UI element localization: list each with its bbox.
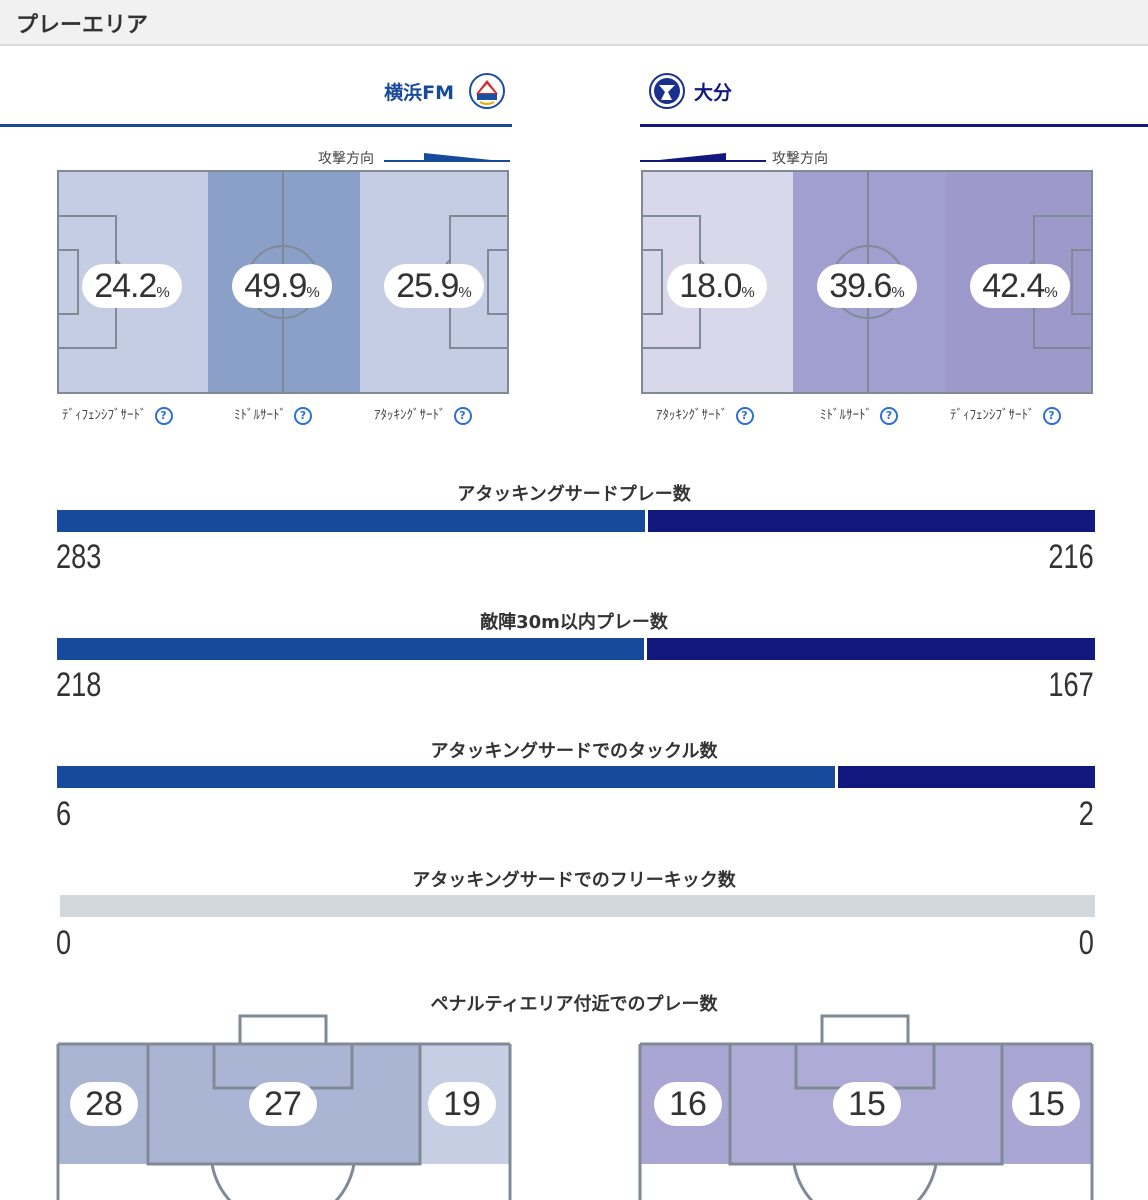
stat-home-bar: [60, 895, 1095, 917]
stat-title: アタッキングサードプレー数: [457, 484, 691, 505]
away-pitch: 18.0% 39.6% 42.4%: [641, 170, 1093, 394]
stat-away-value: 167: [1048, 666, 1094, 704]
away-zone-label-defensive[interactable]: ﾃﾞｨﾌｪﾝｼﾌﾞｻｰﾄﾞ?: [950, 404, 1061, 425]
stat-home-bar: [57, 510, 645, 532]
home-team-header: 横浜FM: [0, 68, 512, 127]
away-pa-right-count: 15: [1012, 1082, 1080, 1126]
away-team-header: 大分: [640, 68, 1148, 127]
away-zone-label-middle[interactable]: ﾐﾄﾞﾙｻｰﾄﾞ?: [820, 404, 898, 425]
question-circle-icon[interactable]: ?: [880, 406, 898, 425]
away-zone-label-attacking[interactable]: ｱﾀｯｷﾝｸﾞｻｰﾄﾞ?: [656, 404, 754, 425]
stat-title: アタッキングサードでのタックル数: [430, 741, 718, 762]
away-attacking-percentage: 18.0%: [667, 264, 767, 308]
question-circle-icon[interactable]: ?: [294, 406, 312, 425]
home-pa-left-count: 28: [70, 1082, 138, 1126]
page-header: プレーエリア: [0, 0, 1148, 46]
home-pitch: 24.2% 49.9% 25.9%: [57, 170, 509, 394]
home-team-name: 横浜FM: [384, 82, 454, 104]
question-circle-icon[interactable]: ?: [453, 406, 472, 425]
stat-home-bar: [57, 766, 835, 788]
penalty-area-title: ペナルティエリア付近でのプレー数: [430, 994, 718, 1015]
away-pa-center-count: 15: [833, 1082, 901, 1126]
page-title: プレーエリア: [16, 13, 149, 38]
away-attack-direction-label: 攻撃方向: [772, 151, 828, 167]
away-pa-left-count: 16: [654, 1082, 722, 1126]
home-middle-percentage: 49.9%: [232, 264, 332, 308]
stat-away-bar: [837, 766, 1095, 788]
yokohama-fm-emblem-icon: [469, 73, 505, 109]
home-zone-label-defensive[interactable]: ﾃﾞｨﾌｪﾝｼﾌﾞｻｰﾄﾞ?: [62, 404, 173, 425]
home-defensive-percentage: 24.2%: [82, 264, 182, 308]
away-attack-direction-arrow-icon: [640, 153, 766, 162]
stat-away-value: 216: [1048, 538, 1094, 576]
stat-away-value: 0: [1078, 924, 1094, 962]
home-attacking-percentage: 25.9%: [384, 264, 484, 308]
stat-away-value: 2: [1078, 795, 1094, 833]
stat-home-bar: [57, 638, 644, 660]
stat-title: 敵陣30m以内プレー数: [480, 612, 668, 633]
question-circle-icon[interactable]: ?: [735, 406, 754, 425]
oita-emblem-icon: [649, 73, 685, 109]
stat-home-value: 0: [56, 924, 72, 962]
away-defensive-percentage: 42.4%: [970, 264, 1070, 308]
stat-home-value: 6: [56, 795, 72, 833]
home-zone-label-attacking[interactable]: ｱﾀｯｷﾝｸﾞｻｰﾄﾞ?: [374, 404, 472, 425]
home-attack-direction-arrow-icon: [384, 153, 510, 162]
question-circle-icon[interactable]: ?: [154, 406, 173, 425]
stat-home-value: 218: [56, 666, 102, 704]
away-middle-percentage: 39.6%: [817, 264, 917, 308]
stat-home-value: 283: [56, 538, 102, 576]
question-circle-icon[interactable]: ?: [1042, 406, 1061, 425]
home-zone-label-middle[interactable]: ﾐﾄﾞﾙｻｰﾄﾞ?: [234, 404, 312, 425]
home-attack-direction-label: 攻撃方向: [318, 151, 374, 167]
away-team-name: 大分: [694, 82, 733, 104]
stat-away-bar: [647, 510, 1095, 532]
home-pa-center-count: 27: [249, 1082, 317, 1126]
stat-title: アタッキングサードでのフリーキック数: [412, 870, 736, 891]
home-pa-right-count: 19: [428, 1082, 496, 1126]
stat-away-bar: [646, 638, 1095, 660]
